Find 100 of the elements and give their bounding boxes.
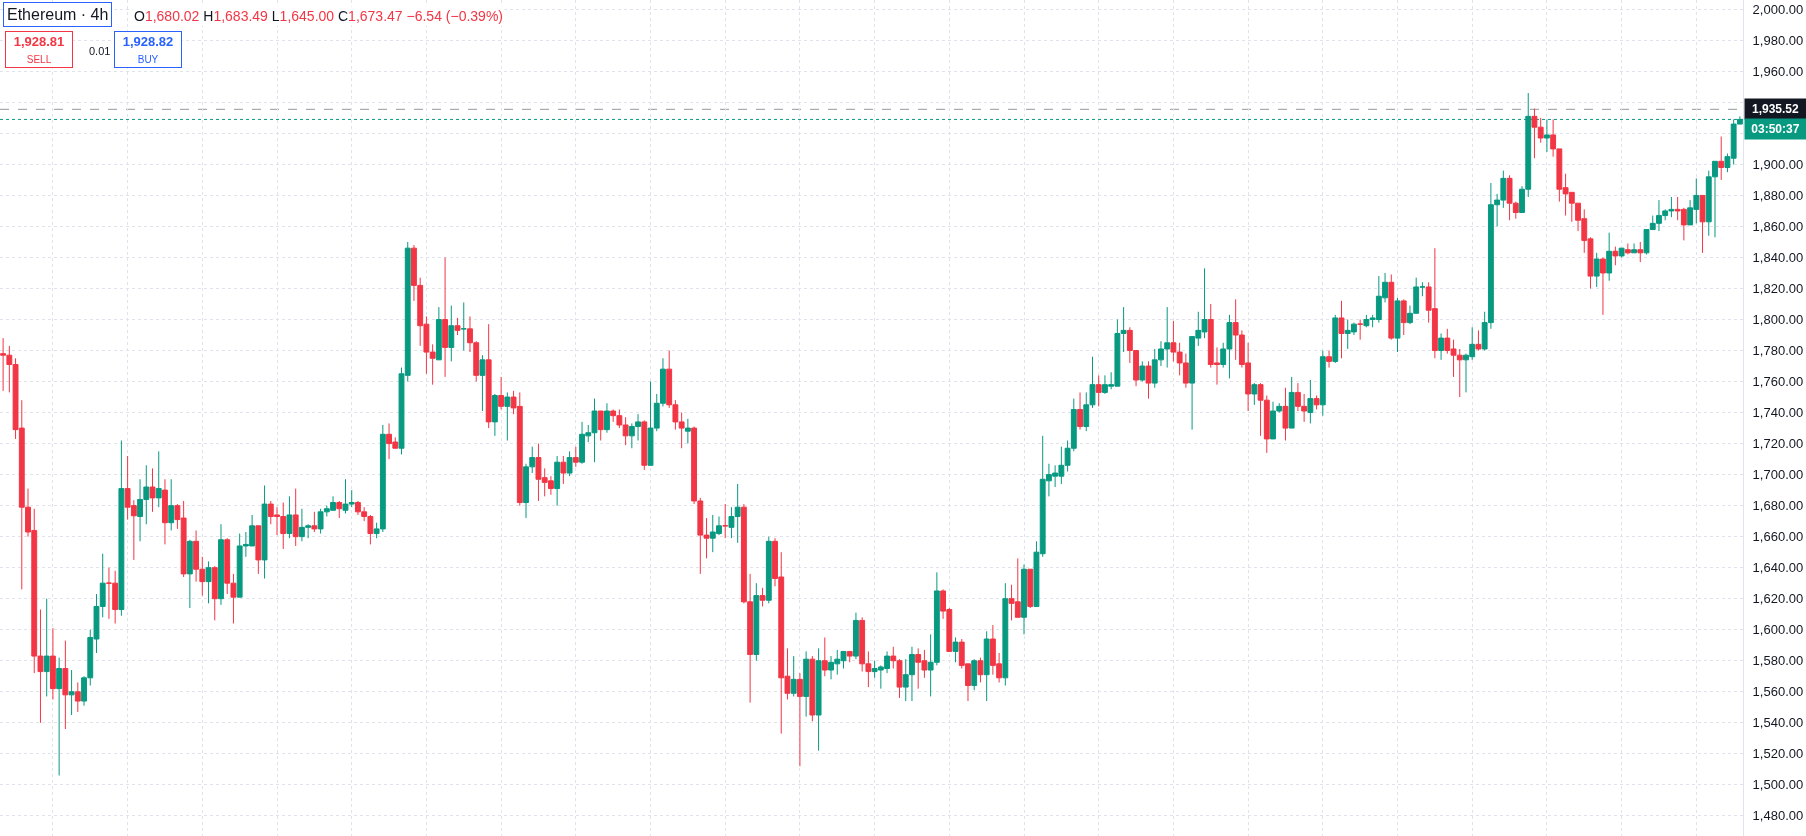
candlestick: [1438, 332, 1445, 361]
candlestick: [56, 657, 63, 777]
y-tick-label: 1,740.00: [1752, 405, 1804, 421]
candlestick: [759, 587, 766, 607]
annotation: 1,928.81 SELL: [13, 34, 65, 65]
candlestick: [1624, 243, 1631, 255]
candlestick: [554, 455, 561, 507]
candlestick: [796, 672, 803, 767]
y-tick-label: 1,960.00: [1752, 63, 1804, 79]
candlestick: [435, 306, 442, 361]
y-tick-label: 1,880.00: [1752, 187, 1804, 203]
candlestick: [1612, 246, 1619, 266]
y-tick-label: 1,760.00: [1752, 374, 1804, 390]
candlestick: [566, 450, 573, 477]
candlestick: [68, 669, 75, 716]
candlestick: [971, 658, 978, 691]
y-tick-label: 1,660.00: [1752, 529, 1804, 545]
candlestick: [1095, 374, 1102, 407]
y-tick-label: 1,480.00: [1752, 808, 1804, 824]
chart-title: Ethereum · 4h: [7, 6, 109, 23]
candlestick: [186, 539, 193, 609]
candlestick: [162, 478, 168, 545]
candlestick: [491, 393, 498, 437]
candlestick: [43, 598, 50, 697]
candlestick: [1251, 382, 1258, 406]
candlestick: [1288, 376, 1295, 429]
candlestick: [1631, 243, 1637, 254]
candlestick: [1027, 568, 1034, 609]
candlestick: [1394, 297, 1401, 353]
y-tick-label: 1,980.00: [1752, 32, 1804, 48]
candlestick: [1593, 252, 1600, 288]
candlestick: [118, 439, 125, 617]
text: 03:50:37: [1751, 122, 1800, 136]
y-tick-label: 1,700.00: [1752, 467, 1804, 483]
y-tick-label: 1,900.00: [1752, 156, 1804, 172]
y-tick-label: 1,500.00: [1752, 777, 1804, 793]
candlestick: [1475, 329, 1482, 352]
candlestick: [261, 484, 268, 580]
y-tick-label: 1,520.00: [1752, 746, 1804, 762]
annotation: 0.01: [89, 45, 111, 57]
candlestick: [753, 582, 760, 662]
y-tick-label: 1,820.00: [1752, 281, 1804, 297]
candlestick: [803, 650, 810, 718]
candlestick: [460, 301, 467, 352]
candlestick: [485, 323, 492, 429]
candlestick: [722, 503, 729, 539]
annotation: 1,928.82 BUY: [122, 34, 174, 65]
candlestick: [815, 647, 822, 752]
candlestick: [560, 455, 567, 485]
y-tick-label: 1,860.00: [1752, 219, 1804, 234]
candlestick: [1319, 350, 1326, 417]
candlestick: [149, 467, 156, 513]
candlestick: [479, 354, 486, 412]
candlestick: [1718, 135, 1725, 181]
y-tick-label: 1,840.00: [1752, 250, 1804, 266]
candlestick: [853, 612, 859, 660]
candlestick: [765, 536, 772, 604]
candlestick: [1606, 232, 1613, 282]
candlestick: [952, 636, 959, 663]
candlestick: [504, 391, 511, 441]
candlestick: [211, 565, 218, 621]
candlestick: [846, 650, 853, 663]
candlestick: [1357, 319, 1364, 341]
candlestick: [1002, 582, 1009, 687]
candlestick: [454, 317, 461, 336]
candlestick: [1282, 387, 1289, 441]
candlestick: [286, 495, 293, 539]
candlestick: [821, 636, 828, 677]
candlestick: [1021, 564, 1027, 635]
y-tick-label: 1,780.00: [1752, 343, 1804, 359]
candlestick: [604, 402, 610, 434]
y-tick-label: 1,800.00: [1752, 312, 1804, 328]
candlestick: [1326, 350, 1332, 369]
y-tick-label: 1,580.00: [1752, 653, 1804, 669]
y-tick-label: 1,640.00: [1752, 560, 1804, 576]
y-tick-label: 1,540.00: [1752, 715, 1804, 731]
candlestick: [168, 478, 175, 531]
candlestick: [641, 419, 648, 471]
candlestick: [498, 376, 505, 410]
candlestick: [155, 450, 162, 508]
annotation: O1,680.02 H1,683.49 L1,645.00 C1,673.47 −6.54 (−0.39%): [134, 8, 504, 24]
candlestick: [448, 305, 455, 362]
candlestick: [49, 627, 56, 701]
candlestick: [1307, 379, 1314, 424]
y-tick-label: 1,680.00: [1752, 498, 1804, 514]
candlestick: [1338, 300, 1345, 359]
candlestick: [1600, 256, 1606, 316]
y-tick-label: 1,720.00: [1752, 436, 1804, 452]
candlestick: [597, 410, 604, 441]
candlestick: [292, 488, 299, 547]
y-tick-label: 2,000.00: [1752, 1, 1804, 17]
candlestick: [1145, 360, 1152, 400]
candlestick: [442, 256, 449, 378]
y-tick-label: 1,600.00: [1752, 622, 1804, 638]
candlestick: [684, 418, 691, 445]
y-tick-label: 1,620.00: [1752, 591, 1804, 607]
candlestick: [1699, 194, 1706, 254]
candlestick: [809, 655, 816, 722]
candlestick: [572, 446, 579, 468]
candlestick: [255, 525, 262, 575]
